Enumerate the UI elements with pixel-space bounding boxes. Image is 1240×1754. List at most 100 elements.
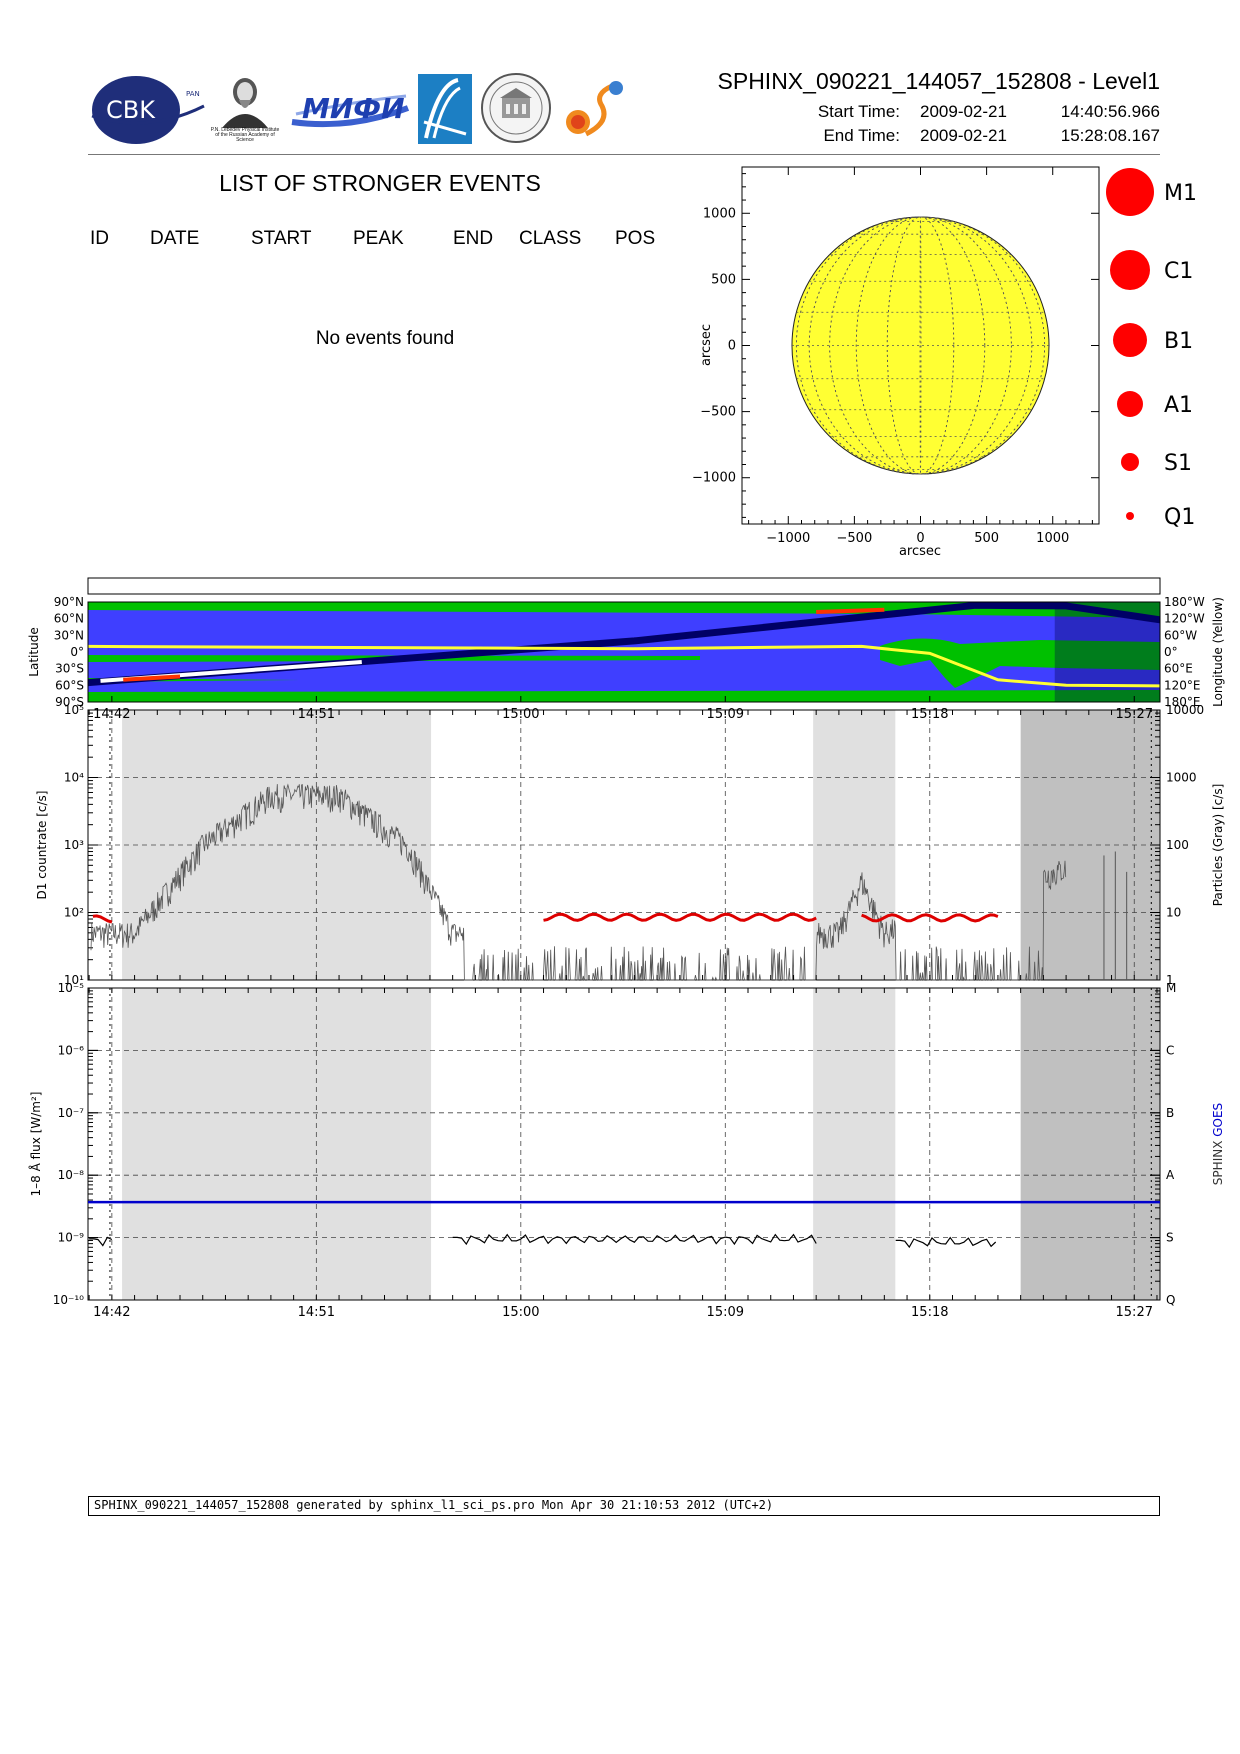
end-time: 15:28:08.167 — [1060, 126, 1160, 145]
class-label-s1: S1 — [1164, 451, 1192, 476]
map-lat-tick: 60°S — [55, 678, 84, 692]
cbk-logo: CBK PAN — [88, 74, 208, 146]
sun-y-tick-label: 500 — [711, 272, 736, 287]
class-label-q1: Q1 — [1164, 505, 1195, 530]
cbk-logo-text: CBK — [106, 96, 156, 124]
goes-y2tick-label: C — [1166, 1043, 1174, 1057]
map-lat-tick: 30°N — [54, 628, 84, 642]
footer-text: SPHINX_090221_144057_152808 generated by… — [94, 1498, 774, 1512]
goes-time-label: 15:27 — [1116, 1305, 1153, 1320]
class-label-b1: B1 — [1164, 329, 1193, 354]
seal-logo — [480, 72, 552, 144]
d1-countrate-series — [543, 912, 817, 922]
footer-box: SPHINX_090221_144057_152808 generated by… — [88, 1496, 1160, 1516]
sun-y-tick-label: 1000 — [703, 206, 736, 221]
sun-x-tick-label: −1000 — [766, 531, 810, 546]
cbk-logo-sub: PAN — [186, 90, 200, 98]
orbit-latitude-track — [87, 601, 1161, 687]
col-start: START — [251, 228, 312, 249]
map-lon-tick: 180°E — [1164, 695, 1201, 709]
goes-ylabel: 1–8 Å flux [W/m²] — [28, 1092, 43, 1197]
d1-shade — [122, 710, 432, 980]
map-land — [88, 690, 1160, 702]
col-pos: POS — [615, 228, 656, 249]
goes-frame — [87, 987, 1161, 1301]
goes-shade — [122, 988, 432, 1300]
class-legend: M1 C1 B1 A1 S1 Q1 — [1106, 168, 1197, 530]
file-title: SPHINX_090221_144057_152808 - Level1 — [717, 68, 1160, 94]
map-lat-tick: 0° — [70, 645, 84, 659]
goes-time-label: 14:51 — [298, 1305, 335, 1320]
goes-ytick-label: 10⁻⁵ — [58, 981, 85, 995]
mifi-logo: МИФИ — [290, 84, 410, 132]
goes-y2tick-label: B — [1166, 1106, 1174, 1120]
map-lat-tick: 90°N — [54, 595, 84, 609]
class-marker-s1 — [1121, 453, 1139, 471]
map-lat-tick: 90°S — [55, 695, 84, 709]
sphinx-series — [452, 1233, 817, 1246]
seal-logo-graphic — [481, 73, 551, 143]
goes-ytick-label: 10⁻¹⁰ — [53, 1293, 84, 1307]
goes-y2label: SPHINX GOES — [1211, 1103, 1225, 1185]
goes-y2tick-label: A — [1166, 1168, 1175, 1182]
sun-map-xlabel: arcsec — [899, 544, 941, 559]
goes-shade — [813, 988, 896, 1300]
orbit-red-segment — [123, 674, 181, 682]
col-id: ID — [90, 228, 109, 249]
mifi-logo-text: МИФИ — [302, 92, 405, 125]
cbk-logo-graphic: CBK PAN — [91, 76, 205, 144]
col-class: CLASS — [519, 228, 582, 249]
goes-ytick-label: 10⁻⁶ — [58, 1043, 85, 1057]
sphinx-series — [895, 1236, 997, 1249]
goes-ytick-label: 10⁻⁷ — [58, 1106, 85, 1120]
start-time: 14:40:56.966 — [1060, 102, 1160, 121]
class-marker-a1 — [1117, 391, 1143, 417]
map-lon-tick: 60°E — [1164, 662, 1193, 676]
goes-y2tick-label: Q — [1166, 1293, 1175, 1307]
goes-time-label: 15:00 — [502, 1305, 539, 1320]
sun-y-tick-label: −1000 — [692, 471, 736, 486]
map-lat-tick: 60°N — [54, 612, 84, 626]
lebedev-portrait — [222, 78, 268, 128]
sun-x-tick-label: 1000 — [1036, 531, 1069, 546]
particles-series — [90, 783, 1067, 982]
d1-y2tick-label: 10 — [1166, 906, 1181, 920]
d1-countrate-series — [92, 914, 113, 924]
d1-ytick-label: 10¹ — [64, 973, 84, 987]
d1-y2tick-label: 100 — [1166, 838, 1189, 852]
no-events-message: No events found — [315, 328, 455, 349]
goes-time-label: 15:09 — [707, 1305, 744, 1320]
sun-x-tick-label: 500 — [974, 531, 999, 546]
sun-x-tick-label: −500 — [837, 531, 873, 546]
map-lon-tick: 60°W — [1164, 628, 1197, 642]
d1-ylabel: D1 countrate [c/s] — [35, 791, 49, 900]
d1-y2tick-label: 1000 — [1166, 771, 1197, 785]
goes-time-label: 15:18 — [911, 1305, 948, 1320]
end-date: 2009-02-21 — [920, 126, 1007, 145]
sun-y-tick-label: −500 — [700, 405, 736, 420]
start-date: 2009-02-21 — [920, 102, 1007, 121]
header-divider — [88, 154, 1160, 155]
d1-y2tick-label: 1 — [1166, 973, 1174, 987]
disk-longitude-line — [795, 216, 1046, 475]
d1-y2tick-label: 10000 — [1166, 703, 1204, 717]
map-lon-tick: 120°W — [1164, 612, 1205, 626]
goes-ytick-label: 10⁻⁹ — [58, 1231, 85, 1245]
sun-logo — [558, 76, 628, 142]
mifi-logo-graphic: МИФИ — [291, 92, 410, 128]
d1-countrate-series — [861, 913, 999, 923]
map-continent — [880, 638, 1160, 688]
class-marker-q1 — [1126, 512, 1134, 520]
rocket-logo — [418, 74, 472, 144]
sun-logo-graphic — [566, 81, 623, 137]
map-lon-tick: 120°E — [1164, 678, 1201, 692]
map-lon-tick: 0° — [1164, 645, 1178, 659]
end-time-label: End Time: — [823, 126, 900, 145]
annotation-bar — [87, 577, 1161, 595]
disk-longitude-line — [886, 216, 955, 475]
rocket-logo-graphic — [418, 74, 472, 144]
sun-y-tick-label: 0 — [728, 339, 736, 354]
class-label-c1: C1 — [1164, 259, 1193, 284]
map-y2label: Longitude (Yellow) — [1211, 597, 1225, 707]
d1-ytick-label: 10⁵ — [64, 703, 84, 717]
